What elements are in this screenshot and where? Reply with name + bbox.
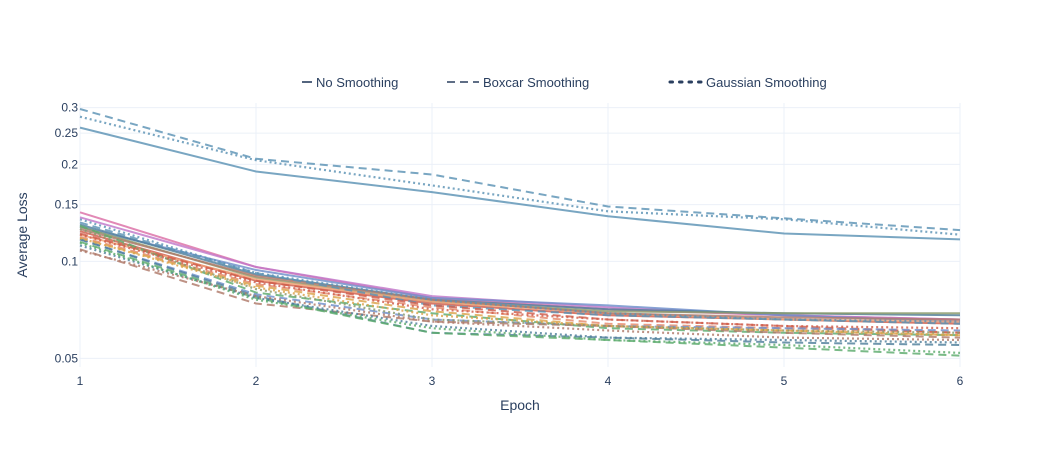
series-line-27[interactable] — [79, 241, 961, 354]
y-axis-ticks: 0.05 0.1 0.15 0.2 0.25 0.3 — [55, 101, 79, 366]
legend-label: No Smoothing — [316, 75, 398, 90]
series-line-15[interactable] — [79, 232, 961, 334]
y-tick-label: 0.15 — [55, 198, 79, 212]
x-tick-label: 5 — [781, 374, 788, 388]
series-line-25[interactable] — [79, 249, 961, 342]
y-tick-label: 0.05 — [55, 351, 79, 365]
y-tick-label: 0.2 — [61, 157, 78, 171]
x-tick-label: 2 — [253, 374, 260, 388]
y-tick-label: 0.25 — [55, 126, 79, 140]
series-line-2[interactable] — [79, 108, 961, 232]
series-line-17[interactable] — [79, 238, 961, 332]
x-tick-label: 6 — [957, 374, 964, 388]
series-line-21[interactable] — [79, 218, 961, 323]
x-axis-ticks: 1 2 3 4 5 6 — [77, 374, 964, 388]
x-tick-label: 1 — [77, 374, 84, 388]
legend-label: Boxcar Smoothing — [483, 75, 589, 90]
x-tick-label: 4 — [605, 374, 612, 388]
series-line-22[interactable] — [79, 227, 961, 334]
legend-label: Gaussian Smoothing — [706, 75, 827, 90]
x-tick-label: 3 — [429, 374, 436, 388]
series-line-1[interactable] — [79, 126, 961, 241]
legend-item-dot[interactable]: Gaussian Smoothing — [668, 75, 827, 90]
series-layer — [79, 108, 961, 357]
legend-item-solid[interactable]: No Smoothing — [302, 75, 398, 90]
series-line-18[interactable] — [79, 248, 961, 339]
series-line-6[interactable] — [79, 225, 961, 323]
series-line-23[interactable] — [79, 233, 961, 330]
series-line-9[interactable] — [79, 230, 961, 325]
series-line-19[interactable] — [79, 238, 961, 346]
series-line-12[interactable] — [79, 221, 961, 325]
legend-item-dash[interactable]: Boxcar Smoothing — [447, 75, 589, 90]
y-tick-label: 0.3 — [61, 101, 78, 115]
series-line-3[interactable] — [79, 115, 961, 236]
x-axis-label: Epoch — [500, 397, 540, 413]
series-line-26[interactable] — [79, 244, 961, 344]
y-axis-label: Average Loss — [14, 192, 30, 277]
y-tick-label: 0.1 — [61, 254, 78, 268]
legend[interactable]: No Smoothing Boxcar Smoothing Gaussian Smo… — [302, 75, 827, 90]
series-line-20[interactable] — [79, 240, 961, 357]
